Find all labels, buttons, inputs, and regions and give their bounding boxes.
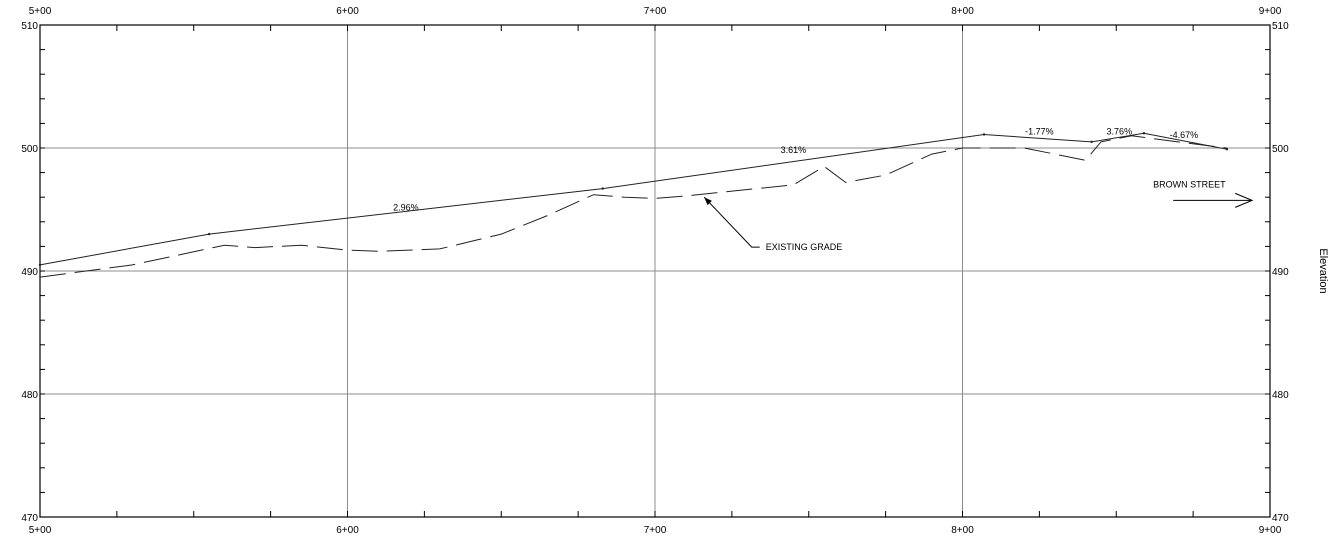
y-tick-label-right: 500 bbox=[1272, 144, 1289, 155]
x-tick-label-bottom: 6+00 bbox=[336, 525, 359, 536]
x-tick-label-top: 8+00 bbox=[951, 6, 974, 17]
pvi-point bbox=[601, 187, 604, 190]
y-tick-label-right: 510 bbox=[1272, 21, 1289, 32]
grade-label: -1.77% bbox=[1025, 126, 1054, 136]
y-axis-title: Elevation bbox=[1317, 248, 1329, 293]
pvi-point bbox=[207, 232, 211, 236]
annotation-leader bbox=[703, 196, 760, 248]
annotation-label: EXISTING GRADE bbox=[766, 242, 843, 252]
y-tick-label-right: 480 bbox=[1272, 390, 1289, 401]
annotation-label: BROWN STREET bbox=[1153, 179, 1226, 189]
grade-label: -4.67% bbox=[1170, 130, 1199, 140]
x-tick-label-top: 7+00 bbox=[644, 6, 667, 17]
y-tick-label-left: 470 bbox=[21, 513, 38, 524]
direction-arrow-head bbox=[1234, 192, 1254, 208]
series-lines bbox=[38, 132, 1229, 278]
x-tick-label-top: 9+00 bbox=[1259, 6, 1282, 17]
annotation-arrowhead bbox=[704, 197, 712, 206]
x-tick-label-top: 6+00 bbox=[336, 6, 359, 17]
axis-ticks bbox=[39, 24, 1271, 518]
y-tick-label-left: 480 bbox=[21, 390, 38, 401]
x-tick-label-bottom: 9+00 bbox=[1259, 525, 1282, 536]
x-tick-label-top: 5+00 bbox=[29, 6, 52, 17]
grade-label: 2.96% bbox=[393, 203, 419, 213]
x-tick-label-bottom: 5+00 bbox=[29, 525, 52, 536]
tick-labels: 5+00 5+00 6+00 6+00 7+00 7+00 8+00 8+00 9+00 9+00… bbox=[21, 6, 1289, 536]
annotations: EXISTING GRADE BROWN STREET bbox=[703, 179, 1254, 252]
x-tick-label-bottom: 8+00 bbox=[951, 525, 974, 536]
pvi-point bbox=[1142, 132, 1146, 135]
gridlines bbox=[39, 24, 1271, 518]
existing-grade-line bbox=[39, 135, 1228, 278]
grade-labels: 2.96% 3.61% -1.77% 3.76% -4.67% bbox=[393, 126, 1198, 212]
y-tick-label-right: 490 bbox=[1272, 267, 1289, 278]
y-tick-label-right: 470 bbox=[1272, 513, 1289, 524]
y-tick-label-left: 490 bbox=[21, 267, 38, 278]
x-tick-label-bottom: 7+00 bbox=[644, 525, 667, 536]
grade-label: 3.76% bbox=[1107, 126, 1133, 136]
y-tick-label-left: 510 bbox=[21, 21, 38, 32]
pvi-point bbox=[1225, 148, 1229, 151]
pvi-point bbox=[1090, 140, 1093, 144]
y-tick-label-left: 500 bbox=[21, 144, 38, 155]
pvi-point bbox=[38, 263, 42, 267]
grade-label: 3.61% bbox=[781, 145, 807, 155]
pvi-point bbox=[982, 133, 986, 136]
